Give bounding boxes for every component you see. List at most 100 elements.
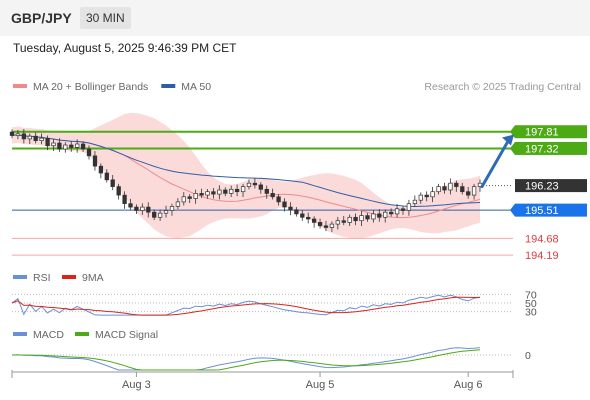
candle-body-45: [276, 196, 281, 203]
candle-body-35: [217, 189, 222, 195]
bollinger-band: [12, 112, 480, 239]
rsi-ma-legend-swatch: [62, 275, 76, 279]
candle-body-66: [400, 208, 406, 211]
rsi-ma-legend-label: 9MA: [82, 272, 104, 284]
level-label-194.19: 194.19: [525, 250, 559, 262]
candle-body-39: [240, 186, 246, 193]
candle-body-60: [365, 215, 370, 220]
candle-body-3: [27, 135, 32, 140]
level-tag-195.51: [515, 203, 587, 217]
candle-body-21: [134, 206, 139, 211]
candle-body-69: [418, 194, 423, 201]
candle-body-5: [39, 137, 44, 141]
current-price-tag: [515, 179, 587, 193]
header-bar: GBP/JPY 30 MIN: [0, 0, 590, 36]
candle-body-44: [270, 193, 275, 198]
candle-body-42: [258, 184, 263, 190]
candle-body-64: [389, 211, 394, 215]
timeframe-button[interactable]: 30 MIN: [80, 7, 131, 29]
level-label-195.51: 195.51: [525, 205, 559, 217]
candle-body-59: [359, 215, 364, 222]
candle-body-62: [377, 213, 382, 218]
current-price-label: 196.23: [525, 181, 559, 193]
rsi-tick-50: 50: [525, 298, 537, 310]
candle-body-24: [152, 211, 157, 218]
candle-body-31: [193, 193, 198, 199]
candle-body-16: [104, 172, 109, 181]
macd-legend-label: MACD: [33, 329, 64, 341]
ma50-line: [11, 134, 481, 208]
candle-body-70: [424, 194, 429, 198]
candle-body-19: [122, 194, 127, 204]
candle-body-50: [306, 216, 311, 220]
forecast-arrow-shaft: [480, 137, 511, 189]
legend-swatch-0: [13, 84, 27, 88]
candle-body-1: [15, 133, 21, 136]
macd-signal-legend-label: MACD Signal: [95, 329, 158, 341]
currency-pair: GBP/JPY: [11, 10, 72, 26]
candle-body-23: [146, 206, 151, 213]
candle-body-7: [51, 142, 56, 147]
level-label-194.68: 194.68: [525, 233, 559, 245]
x-tick-label-Aug 5: Aug 5: [306, 379, 335, 391]
rsi-tick-70: 70: [525, 289, 537, 301]
macd-signal-legend-swatch: [75, 332, 89, 336]
candle-body-40: [246, 182, 252, 187]
rsi-legend-label: RSI: [33, 272, 51, 284]
candle-body-29: [181, 196, 186, 203]
candle-body-28: [175, 201, 181, 207]
candle-body-76: [460, 186, 465, 193]
x-tick-label-Aug 6: Aug 6: [454, 379, 483, 391]
candle-body-77: [466, 191, 471, 196]
macd-line: [11, 347, 481, 371]
macd-signal-line: [12, 349, 481, 371]
forecast-arrow-head: [502, 134, 514, 146]
candle-body-57: [347, 216, 352, 223]
candle-body-13: [86, 148, 92, 157]
candle-body-8: [57, 142, 62, 150]
legend-label-1: MA 50: [181, 81, 211, 93]
candle-body-54: [329, 223, 335, 228]
level-tag-197.32: [515, 141, 587, 155]
candle-body-36: [223, 189, 228, 194]
candle-body-58: [353, 216, 358, 222]
level-tag-pointer-197.32: [510, 141, 515, 155]
candle-body-27: [169, 206, 175, 211]
rsi-legend-swatch: [13, 275, 27, 279]
level-label-197.32: 197.32: [525, 143, 559, 155]
candle-body-72: [436, 186, 441, 193]
candle-body-20: [128, 203, 133, 208]
candle-body-78: [471, 186, 477, 196]
candle-body-9: [63, 144, 68, 150]
candle-body-26: [163, 210, 169, 214]
candle-body-37: [229, 188, 234, 194]
candle-body-2: [21, 133, 27, 140]
candle-body-18: [116, 186, 121, 196]
candle-body-73: [442, 186, 447, 191]
candle-body-52: [317, 222, 323, 227]
rsi-tick-30: 30: [525, 307, 537, 319]
credit-label: Research © 2025 Trading Central: [424, 81, 581, 93]
candle-body-46: [282, 201, 287, 208]
candle-body-41: [252, 182, 258, 186]
candle-body-47: [288, 206, 293, 211]
candle-body-12: [80, 143, 86, 150]
candle-body-48: [294, 209, 299, 215]
candle-body-6: [45, 137, 50, 147]
level-tag-pointer-195.51: [510, 203, 515, 217]
datetime-label: Tuesday, August 5, 2025 9:46:39 PM CET: [13, 41, 237, 55]
candle-body-33: [205, 191, 210, 196]
candle-body-68: [412, 199, 418, 204]
candle-body-14: [92, 155, 98, 167]
candle-body-4: [33, 135, 38, 141]
candle-body-11: [75, 143, 80, 148]
candle-body-71: [430, 191, 435, 198]
candle-body-75: [454, 182, 459, 187]
candle-body-74: [448, 182, 453, 191]
candle-body-25: [157, 212, 163, 218]
level-label-197.81: 197.81: [525, 127, 559, 139]
candle-body-10: [69, 144, 74, 148]
candle-body-22: [140, 206, 145, 211]
